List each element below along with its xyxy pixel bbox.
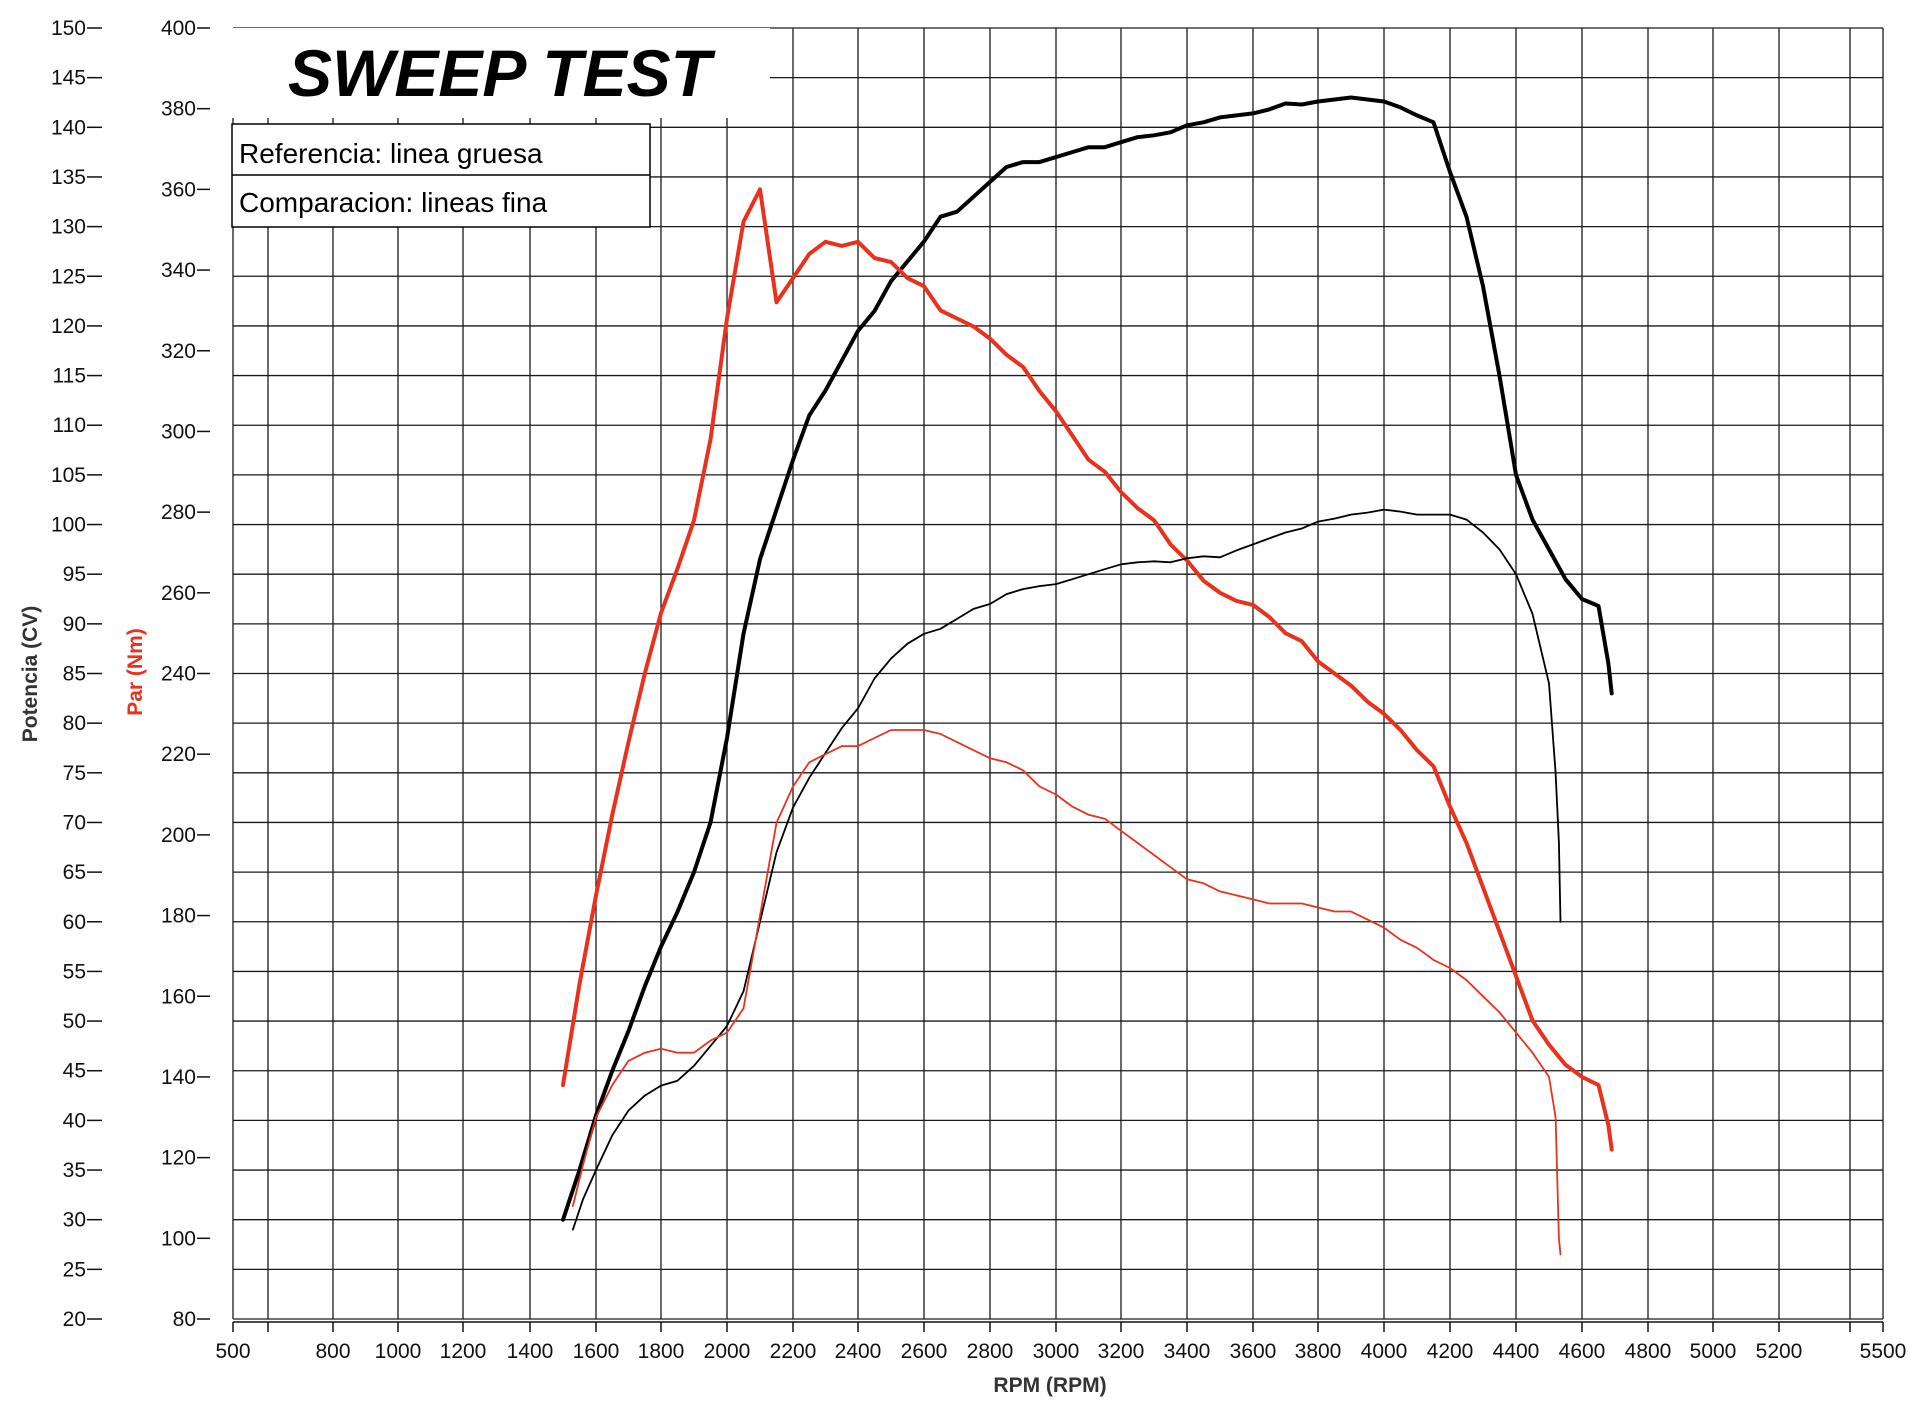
power-tick-label: 150	[51, 17, 86, 40]
power-tick-label: 65	[63, 861, 86, 884]
x-tick-label: 4000	[1361, 1340, 1408, 1363]
torque-tick-label: 340	[161, 259, 196, 282]
torque-tick-label: 400	[161, 17, 196, 40]
x-tick-label: 2200	[770, 1340, 817, 1363]
x-tick-label: 4600	[1559, 1340, 1606, 1363]
torque-tick-label: 380	[161, 98, 196, 121]
torque-axis-title: Par (Nm)	[124, 628, 147, 716]
x-axis-title: RPM (RPM)	[993, 1374, 1106, 1397]
x-tick-label: 3400	[1164, 1340, 1211, 1363]
power-tick-label: 40	[63, 1109, 86, 1132]
torque-tick-label: 180	[161, 905, 196, 928]
power-curve-reference	[561, 95, 1614, 1222]
power-tick-label: 105	[51, 464, 86, 487]
power-tick-label: 50	[63, 1010, 86, 1033]
torque-tick-label: 200	[161, 824, 196, 847]
power-tick-label: 85	[63, 663, 86, 686]
power-tick-label: 35	[63, 1159, 86, 1182]
x-tick-label: 5200	[1756, 1340, 1803, 1363]
x-tick-label: 3800	[1295, 1340, 1342, 1363]
x-tick-label: 4200	[1427, 1340, 1474, 1363]
power-tick-label: 125	[51, 265, 86, 288]
torque-tick-label: 140	[161, 1066, 196, 1089]
x-tick-label: 2600	[901, 1340, 948, 1363]
power-curve-comparison	[572, 508, 1562, 1231]
x-tick-label: 2000	[704, 1340, 751, 1363]
x-tick-label: 5500	[1860, 1340, 1907, 1363]
x-tick-label: 3600	[1230, 1340, 1277, 1363]
power-tick-label: 80	[63, 712, 86, 735]
power-tick-label: 90	[63, 613, 86, 636]
power-tick-label: 55	[63, 960, 86, 983]
x-tick-label: 3200	[1098, 1340, 1145, 1363]
power-tick-label: 115	[53, 365, 86, 388]
torque-tick-label: 80	[173, 1308, 196, 1331]
torque-tick-label: 300	[161, 420, 196, 443]
x-tick-label: 500	[215, 1340, 250, 1363]
torque-tick-label: 120	[161, 1147, 196, 1170]
x-tick-label: 3000	[1033, 1340, 1080, 1363]
torque-tick-label: 100	[161, 1227, 196, 1250]
title-box	[232, 28, 770, 118]
x-tick-label: 2400	[835, 1340, 882, 1363]
torque-tick-label: 360	[161, 178, 196, 201]
power-tick-label: 100	[51, 514, 86, 537]
power-tick-label: 70	[63, 811, 86, 834]
legend-reference: Referencia: linea gruesa	[239, 138, 543, 169]
torque-tick-label: 220	[161, 743, 196, 766]
power-tick-label: 25	[63, 1258, 86, 1281]
power-tick-label: 60	[63, 911, 86, 934]
power-axis-title: Potencia (CV)	[19, 606, 42, 743]
x-tick-label: 1200	[440, 1340, 487, 1363]
power-tick-label: 75	[63, 762, 86, 785]
torque-tick-label: 240	[161, 663, 196, 686]
x-tick-label: 1600	[573, 1340, 620, 1363]
torque-tick-label: 320	[161, 340, 196, 363]
power-tick-label: 30	[63, 1209, 86, 1232]
grid-layer	[232, 27, 1884, 1320]
legend-comparison: Comparacion: lineas fina	[239, 187, 548, 218]
x-tick-label: 1400	[507, 1340, 554, 1363]
torque-tick-label: 160	[161, 985, 196, 1008]
power-tick-label: 135	[51, 166, 86, 189]
torque-curve-reference	[561, 187, 1614, 1152]
x-tick-label: 800	[315, 1340, 350, 1363]
tick-layer: 20 25 30 35 40 45 50 55 60 65 70 75 80 85 90 95 100 105 11…	[51, 17, 1906, 1363]
chart-title: SWEEP TEST	[288, 36, 716, 110]
power-tick-label: 45	[63, 1060, 86, 1083]
torque-curve-comparison	[572, 729, 1562, 1256]
power-tick-label: 95	[63, 563, 86, 586]
power-tick-label: 120	[51, 315, 86, 338]
power-tick-label: 110	[53, 414, 86, 437]
torque-tick-label: 280	[161, 501, 196, 524]
x-tick-label: 4400	[1493, 1340, 1540, 1363]
series-layer	[561, 95, 1614, 1256]
power-tick-label: 145	[51, 67, 86, 90]
x-tick-label: 4800	[1625, 1340, 1672, 1363]
x-tick-label: 1000	[375, 1340, 422, 1363]
x-tick-label: 5000	[1690, 1340, 1737, 1363]
torque-tick-label: 260	[161, 582, 196, 605]
power-tick-label: 20	[63, 1308, 86, 1331]
power-tick-label: 130	[51, 216, 86, 239]
x-tick-label: 2800	[967, 1340, 1014, 1363]
x-tick-label: 1800	[638, 1340, 685, 1363]
power-tick-label: 140	[51, 116, 86, 139]
